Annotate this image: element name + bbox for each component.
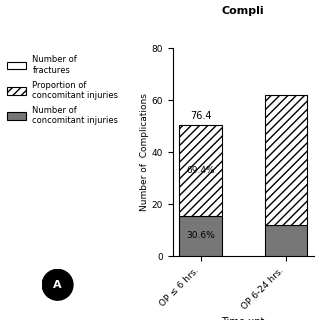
Bar: [265, 95, 307, 225]
Text: 30.6%: 30.6%: [186, 231, 215, 240]
Circle shape: [42, 269, 73, 300]
Text: 69.4%: 69.4%: [186, 166, 215, 175]
Bar: [179, 125, 222, 216]
X-axis label: Time unt: Time unt: [221, 317, 265, 320]
Bar: [265, 225, 307, 256]
Text: 76.4: 76.4: [190, 111, 211, 121]
Bar: [179, 216, 222, 256]
Y-axis label: Number of  Complications: Number of Complications: [140, 93, 149, 211]
Legend: Number of
fractures, Proportion of
concomitant injuries, Number of
concomitant i: Number of fractures, Proportion of conco…: [7, 55, 118, 125]
Text: A: A: [53, 280, 62, 290]
Text: Compli: Compli: [222, 6, 265, 16]
